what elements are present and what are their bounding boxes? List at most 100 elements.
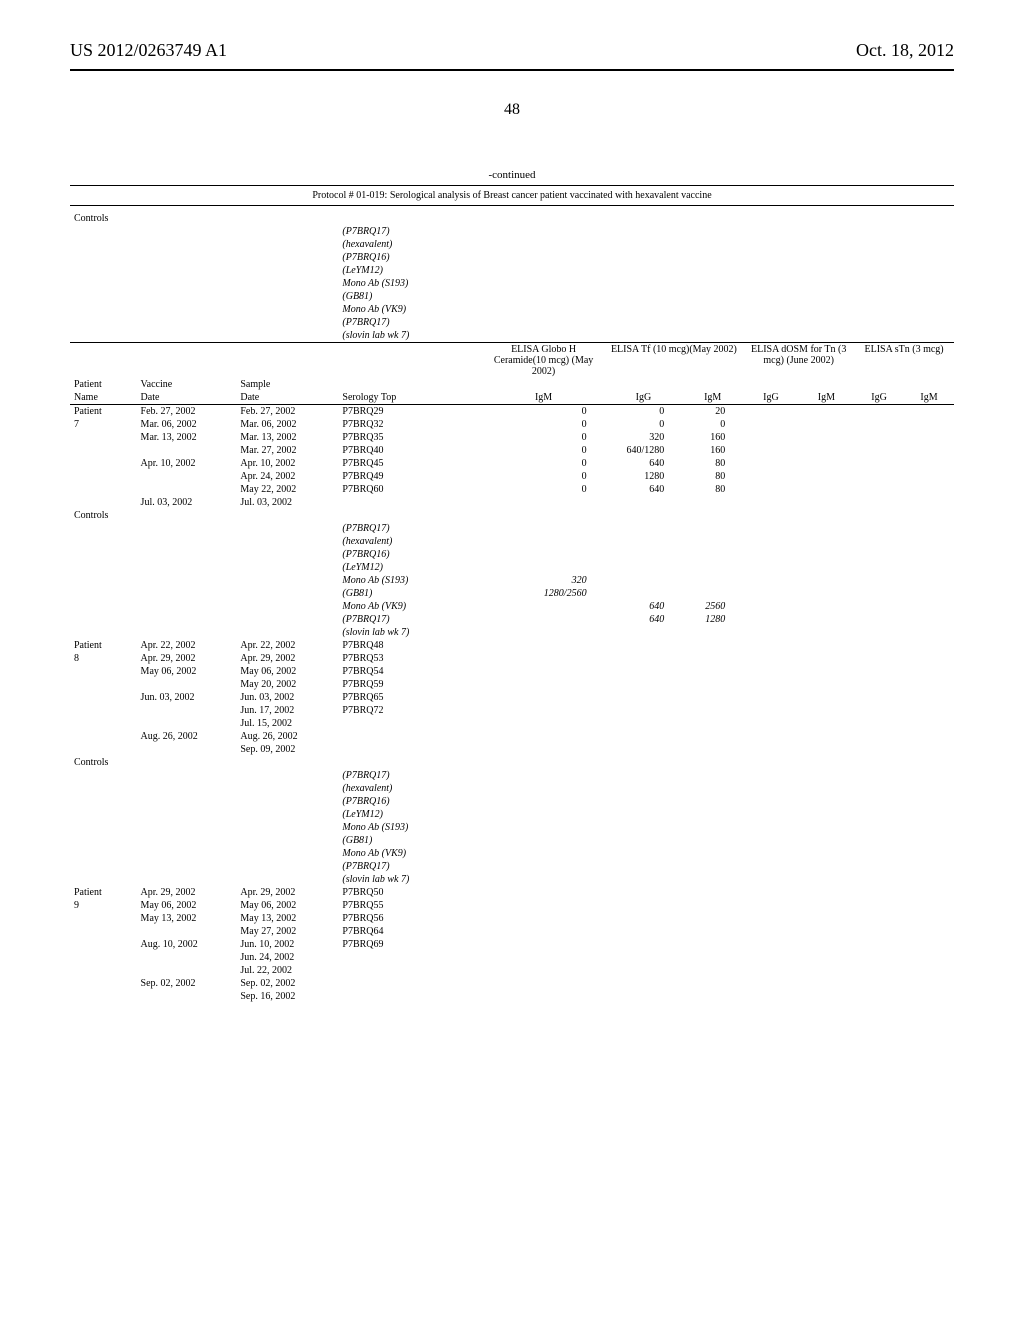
table-row: (hexavalent) (70, 535, 954, 548)
cell: 0 (605, 418, 683, 431)
cell: P7BRQ56 (338, 912, 482, 925)
cell: P7BRQ32 (338, 418, 482, 431)
cell: Jun. 03, 2002 (236, 691, 338, 704)
table-row: (P7BRQ17) (70, 225, 954, 238)
cell: May 27, 2002 (236, 925, 338, 938)
cell: May 06, 2002 (236, 665, 338, 678)
cell (137, 717, 237, 730)
cell: P7BRQ72 (338, 704, 482, 717)
cell: May 22, 2002 (236, 483, 338, 496)
cell: Apr. 29, 2002 (236, 886, 338, 899)
cell: Apr. 29, 2002 (236, 652, 338, 665)
table-row: Controls (70, 509, 954, 522)
cell: 80 (682, 470, 743, 483)
cell: 0 (682, 418, 743, 431)
controls-label: Controls (70, 509, 137, 522)
cell: P7BRQ40 (338, 444, 482, 457)
cell: P7BRQ53 (338, 652, 482, 665)
cell: Apr. 10, 2002 (236, 457, 338, 470)
cell: 80 (682, 457, 743, 470)
table-row: Aug. 10, 2002Jun. 10, 2002P7BRQ69 (70, 938, 954, 951)
control-item: Mono Ab (VK9) (338, 303, 482, 316)
cell: P7BRQ55 (338, 899, 482, 912)
control-item: (P7BRQ16) (338, 795, 482, 808)
cell: 320 (605, 431, 683, 444)
cell: Jul. 03, 2002 (236, 496, 338, 509)
cell: Jul. 15, 2002 (236, 717, 338, 730)
cell (137, 925, 237, 938)
table-row: Jul. 15, 2002 (70, 717, 954, 730)
table-row: PatientFeb. 27, 2002Feb. 27, 2002P7BRQ29… (70, 405, 954, 419)
cell: P7BRQ35 (338, 431, 482, 444)
cell: Apr. 24, 2002 (236, 470, 338, 483)
cell (137, 483, 237, 496)
table-row: (GB81) (70, 290, 954, 303)
cell: 0 (483, 444, 605, 457)
control-item: Mono Ab (S193) (338, 821, 482, 834)
h-name: Name (70, 391, 137, 405)
table-row: Controls (70, 212, 954, 225)
control-item: (P7BRQ17) (338, 522, 482, 535)
cell: Patient (70, 639, 137, 652)
cell: Aug. 10, 2002 (137, 938, 237, 951)
h-date2: Date (236, 391, 338, 405)
cell: Jul. 22, 2002 (236, 964, 338, 977)
cell: May 13, 2002 (137, 912, 237, 925)
h-patient: Patient (70, 378, 137, 391)
control-item: (GB81) (338, 290, 482, 303)
continued-label: -continued (70, 169, 954, 181)
cell: Apr. 29, 2002 (137, 652, 237, 665)
cell: Aug. 26, 2002 (236, 730, 338, 743)
cell: May 06, 2002 (137, 899, 237, 912)
table-row: Apr. 24, 2002P7BRQ490128080 (70, 470, 954, 483)
table-row: Mar. 13, 2002Mar. 13, 2002P7BRQ350320160 (70, 431, 954, 444)
table-row: May 27, 2002P7BRQ64 (70, 925, 954, 938)
col-header-row: Name Date Date Serology Top IgM IgG IgM … (70, 391, 954, 405)
control-item: (slovin lab wk 7) (338, 626, 482, 639)
table-row: Sep. 09, 2002 (70, 743, 954, 756)
table-row: (LeYM12) (70, 561, 954, 574)
cell: Mar. 06, 2002 (137, 418, 237, 431)
table-row: (P7BRQ17) (70, 316, 954, 329)
cell: P7BRQ29 (338, 405, 482, 419)
cell: 320 (483, 574, 605, 587)
cell: May 06, 2002 (236, 899, 338, 912)
cell: Patient (70, 886, 137, 899)
table-row: Jun. 03, 2002Jun. 03, 2002P7BRQ65 (70, 691, 954, 704)
elisa-dosm-header: ELISA dOSM for Tn (3 mcg) (June 2002) (743, 343, 854, 379)
table-row: (GB81)1280/2560 (70, 587, 954, 600)
control-item: Mono Ab (VK9) (338, 600, 482, 613)
cell: 160 (682, 444, 743, 457)
cell (137, 743, 237, 756)
cell: 7 (70, 418, 137, 431)
cell (137, 990, 237, 1003)
cell (137, 704, 237, 717)
cell: Sep. 02, 2002 (236, 977, 338, 990)
cell: P7BRQ48 (338, 639, 482, 652)
col-header-row: ELISA Globo H Ceramide(10 mcg) (May 2002… (70, 343, 954, 379)
table-row: (P7BRQ17) (70, 860, 954, 873)
h-igm: IgM (799, 391, 854, 405)
table-row: Mono Ab (S193)320 (70, 574, 954, 587)
table-row: 9May 06, 2002May 06, 2002P7BRQ55 (70, 899, 954, 912)
cell: P7BRQ64 (338, 925, 482, 938)
pub-number: US 2012/0263749 A1 (70, 40, 227, 61)
table-row: (P7BRQ17)6401280 (70, 613, 954, 626)
table-row: Sep. 02, 2002Sep. 02, 2002 (70, 977, 954, 990)
cell: 20 (682, 405, 743, 419)
h-igg: IgG (605, 391, 683, 405)
table-row: Apr. 10, 2002Apr. 10, 2002P7BRQ45064080 (70, 457, 954, 470)
table-row: May 06, 2002May 06, 2002P7BRQ54 (70, 665, 954, 678)
cell: Jun. 17, 2002 (236, 704, 338, 717)
protocol-title: Protocol # 01-019: Serological analysis … (70, 185, 954, 206)
cell: Mar. 13, 2002 (137, 431, 237, 444)
elisa-stn-header: ELISA sTn (3 mcg) (854, 343, 954, 379)
cell (137, 470, 237, 483)
elisa-globo-header: ELISA Globo H Ceramide(10 mcg) (May 2002… (483, 343, 605, 379)
h-igm: IgM (483, 391, 605, 405)
cell: Jun. 03, 2002 (137, 691, 237, 704)
table-row: (LeYM12) (70, 264, 954, 277)
control-item: (P7BRQ16) (338, 251, 482, 264)
control-item: (P7BRQ17) (338, 316, 482, 329)
table-row: Mono Ab (S193) (70, 277, 954, 290)
